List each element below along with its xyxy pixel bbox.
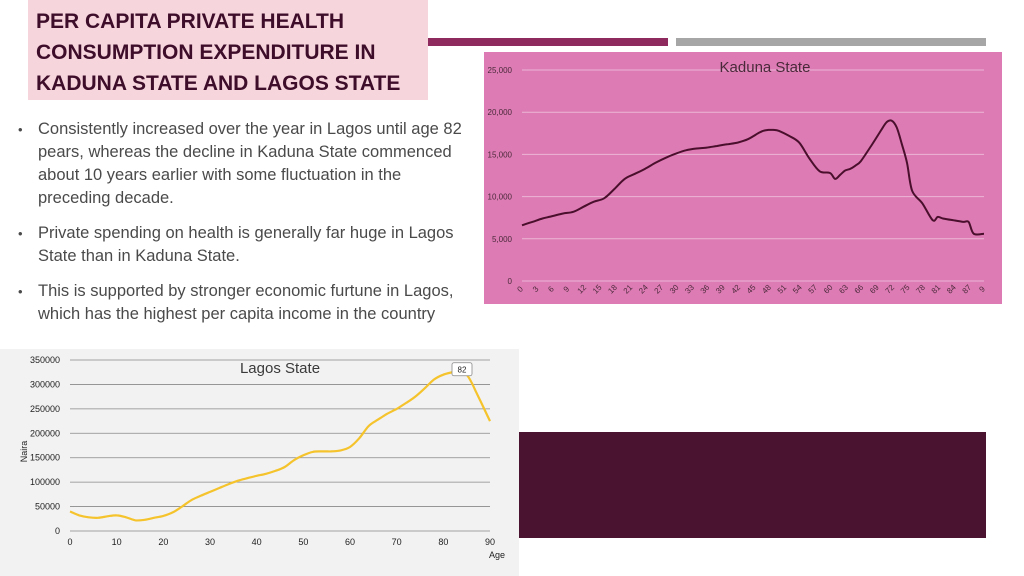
y-tick-label: 100000 (30, 477, 60, 487)
accent-bar-grey (676, 38, 986, 46)
y-tick-label: 200000 (30, 428, 60, 438)
x-tick-label: 70 (392, 537, 402, 547)
chart-title: Lagos State (240, 360, 320, 377)
x-tick-label: 0 (67, 537, 72, 547)
x-tick-label: 50 (298, 537, 308, 547)
series-line-lagos (69, 369, 491, 522)
chart-background (0, 349, 519, 576)
x-tick-label: 30 (205, 537, 215, 547)
bullet-dot-icon: • (18, 284, 23, 299)
x-tick-label: 60 (345, 537, 355, 547)
x-tick-label: 10 (112, 537, 122, 547)
y-tick-label: 25,000 (488, 66, 513, 75)
x-tick-label: 9 (562, 284, 572, 294)
y-axis-label: Naira (19, 441, 29, 463)
y-tick-label: 5,000 (492, 235, 513, 244)
bullet-item: • Consistently increased over the year in… (14, 118, 474, 210)
y-tick-label: 350000 (30, 355, 60, 365)
chart-background (484, 52, 1002, 304)
kaduna-chart: 0 5,000 10,000 15,000 20,000 25,000 0 3 6 9 12 15 18… (484, 52, 1002, 304)
x-tick-label: 90 (485, 537, 495, 547)
y-tick-label: 10,000 (488, 193, 513, 202)
x-tick-label: 0 (515, 284, 525, 294)
lagos-chart-svg: 0 50000 100000 150000 200000 250000 300000 3500… (0, 349, 519, 576)
y-tick-label: 300000 (30, 379, 60, 389)
x-axis-label: Age (489, 550, 505, 560)
bullet-text: This is supported by stronger economic f… (38, 282, 454, 323)
x-tick-label: 20 (158, 537, 168, 547)
bullet-text: Private spending on health is generally … (38, 224, 454, 265)
bullet-dot-icon: • (18, 122, 23, 137)
y-tick-label: 20,000 (488, 108, 513, 117)
x-tick-label: 40 (252, 537, 262, 547)
bullet-item: • Private spending on health is generally… (14, 222, 474, 268)
y-tick-label: 250000 (30, 404, 60, 414)
decorative-block (519, 432, 986, 538)
y-tick-label: 50000 (35, 502, 60, 512)
y-tick-label: 15,000 (488, 150, 513, 159)
annotation-box (451, 362, 473, 377)
annotation-label: 82 (458, 366, 467, 375)
bullet-item: • This is supported by stronger economic … (14, 280, 474, 326)
x-tick-label: 3 (531, 284, 541, 294)
x-tick-label: 6 (546, 284, 556, 294)
accent-bar-purple (428, 38, 668, 46)
slide-title: PER CAPITA PRIVATE HEALTH CONSUMPTION EX… (36, 10, 401, 95)
bullet-list: • Consistently increased over the year in… (14, 118, 474, 338)
y-tick-label: 150000 (30, 453, 60, 463)
bullet-text: Consistently increased over the year in … (38, 120, 462, 207)
y-tick-label: 0 (508, 277, 513, 286)
x-tick-label: 80 (438, 537, 448, 547)
lagos-chart: 0 50000 100000 150000 200000 250000 300000 3500… (0, 349, 519, 576)
x-tick-label: 9 (977, 284, 987, 294)
chart-title: Kaduna State (720, 59, 811, 76)
y-tick-label: 0 (55, 526, 60, 536)
title-box: PER CAPITA PRIVATE HEALTH CONSUMPTION EX… (28, 0, 428, 100)
series-line-kaduna (521, 119, 985, 236)
bullet-dot-icon: • (18, 226, 23, 241)
